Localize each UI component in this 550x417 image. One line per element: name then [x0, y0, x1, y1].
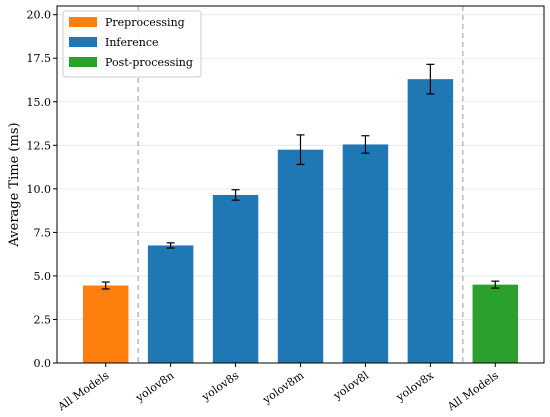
- legend-label: Post-processing: [105, 56, 193, 69]
- bar: [277, 149, 324, 363]
- x-tick-label: yolov8n: [133, 369, 177, 405]
- bar: [342, 144, 389, 363]
- y-tick-label: 5.0: [34, 270, 52, 283]
- x-tick-label: All Models: [55, 369, 112, 414]
- y-tick-label: 12.5: [27, 139, 52, 152]
- group-separators: [137, 6, 464, 363]
- legend-box: [62, 10, 202, 78]
- x-axis-ticks: All Models yolov8n yolov8s yolov8m yolov8l yo…: [55, 363, 501, 414]
- x-tick-label: yolov8s: [199, 369, 242, 404]
- legend-label: Inference: [105, 36, 159, 49]
- error-bars: [101, 63, 500, 290]
- legend-swatch: [69, 37, 97, 47]
- legend-swatch: [69, 17, 97, 27]
- y-tick-label: 2.5: [34, 313, 52, 326]
- bar: [82, 285, 129, 363]
- y-tick-label: 17.5: [27, 52, 52, 65]
- x-tick-label: yolov8l: [330, 369, 371, 403]
- y-tick-label: 10.0: [27, 183, 52, 196]
- legend-swatch: [69, 57, 97, 67]
- y-tick-label: 7.5: [34, 226, 52, 239]
- legend-label: Preprocessing: [105, 16, 185, 29]
- x-tick-label: yolov8x: [393, 368, 437, 404]
- x-tick-label: All Models: [444, 369, 501, 414]
- bar: [212, 194, 259, 363]
- y-axis-ticks: 0.0 2.5 5.0 7.5 10.0 12.5 15.0 17.5 20.0: [27, 9, 57, 370]
- x-tick-label: yolov8m: [260, 368, 307, 406]
- bars: [82, 79, 519, 363]
- bar: [147, 245, 194, 363]
- legend: Preprocessing Inference Post-processing: [62, 10, 202, 78]
- y-tick-label: 20.0: [27, 9, 52, 22]
- y-tick-label: 15.0: [27, 96, 52, 109]
- bar: [407, 79, 454, 363]
- y-axis-label: Average Time (ms): [7, 122, 22, 247]
- bar: [472, 284, 519, 363]
- y-tick-label: 0.0: [34, 357, 52, 370]
